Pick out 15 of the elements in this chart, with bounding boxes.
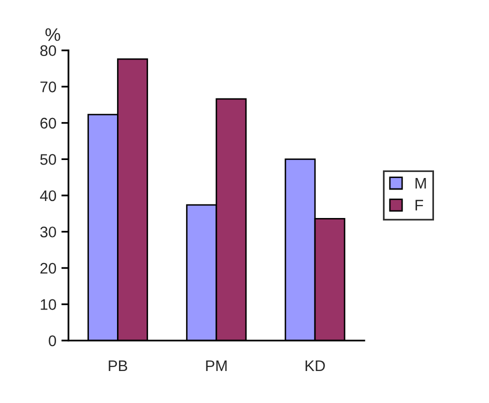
y-tick-label: 50 [40,154,56,165]
y-tick-label: 30 [40,226,56,238]
y-tick-label: 70 [40,82,56,92]
y-tick-label: 60 [40,118,56,129]
legend-label: F [416,200,424,210]
x-tick-label: KD [306,360,325,372]
y-tick-label: 40 [40,190,56,202]
x-tick-label: PM [206,360,227,372]
y-tick-label: 0 [48,335,56,346]
y-axis-title: % [45,28,60,41]
y-tick-label: 10 [40,299,56,310]
y-tick-label: 80 [40,45,56,56]
y-tick-label: 20 [40,262,56,274]
legend-label: M [416,178,426,188]
x-tick-label: PB [108,360,128,372]
